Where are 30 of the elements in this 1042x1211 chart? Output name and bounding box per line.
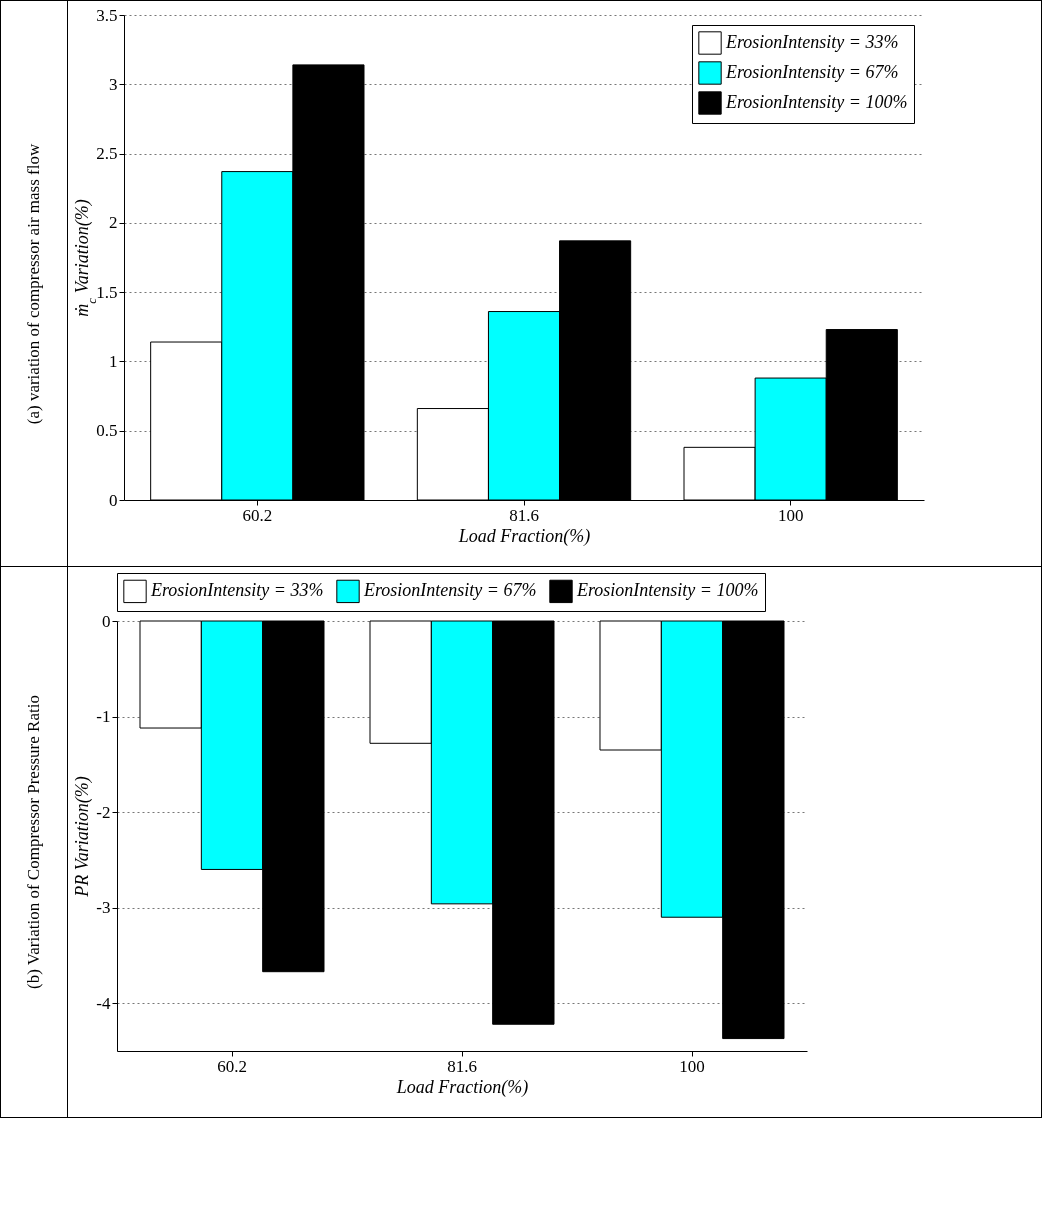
y-tick-label: -4 [96,993,111,1013]
x-axis-title: Load Fraction(%) [457,525,591,547]
y-tick-label: 0 [109,490,118,510]
x-axis-title: Load Fraction(%) [395,1076,529,1098]
y-tick-label: 0.5 [96,421,118,441]
text: (b) Variation of Compressor Pressure Ratio [24,695,44,989]
y-tick-label: 1.5 [96,282,118,302]
legend-label: ErosionIntensity = 33% [150,580,324,601]
x-tick-label: 100 [777,505,804,525]
x-tick-label: 100 [679,1056,705,1076]
legend-label: ErosionIntensity = 100% [725,92,908,112]
x-tick-label: 60.2 [242,505,273,525]
y-tick-label: -3 [96,898,111,918]
legend-label: ErosionIntensity = 33% [725,32,899,52]
legend-label: ErosionIntensity = 67% [725,62,899,82]
x-tick-label: 81.6 [447,1056,477,1076]
y-tick-label: -1 [96,707,111,727]
text: (a) variation of compressor air mass flow [24,143,44,424]
x-tick-label: 81.6 [509,505,539,525]
x-tick-label: 60.2 [217,1056,247,1076]
y-tick-label: -2 [96,802,111,822]
y-tick-label: 3.5 [96,5,118,25]
y-axis-title: PR Variation(%) [72,776,94,898]
legend-label: ErosionIntensity = 100% [576,580,759,601]
legend-label: ErosionIntensity = 67% [363,580,537,601]
y-tick-label: 2 [109,213,118,233]
y-tick-label: 2.5 [96,144,118,164]
y-tick-label: 1 [109,351,118,371]
y-tick-label: 3 [109,74,118,94]
y-tick-label: 0 [102,611,111,631]
